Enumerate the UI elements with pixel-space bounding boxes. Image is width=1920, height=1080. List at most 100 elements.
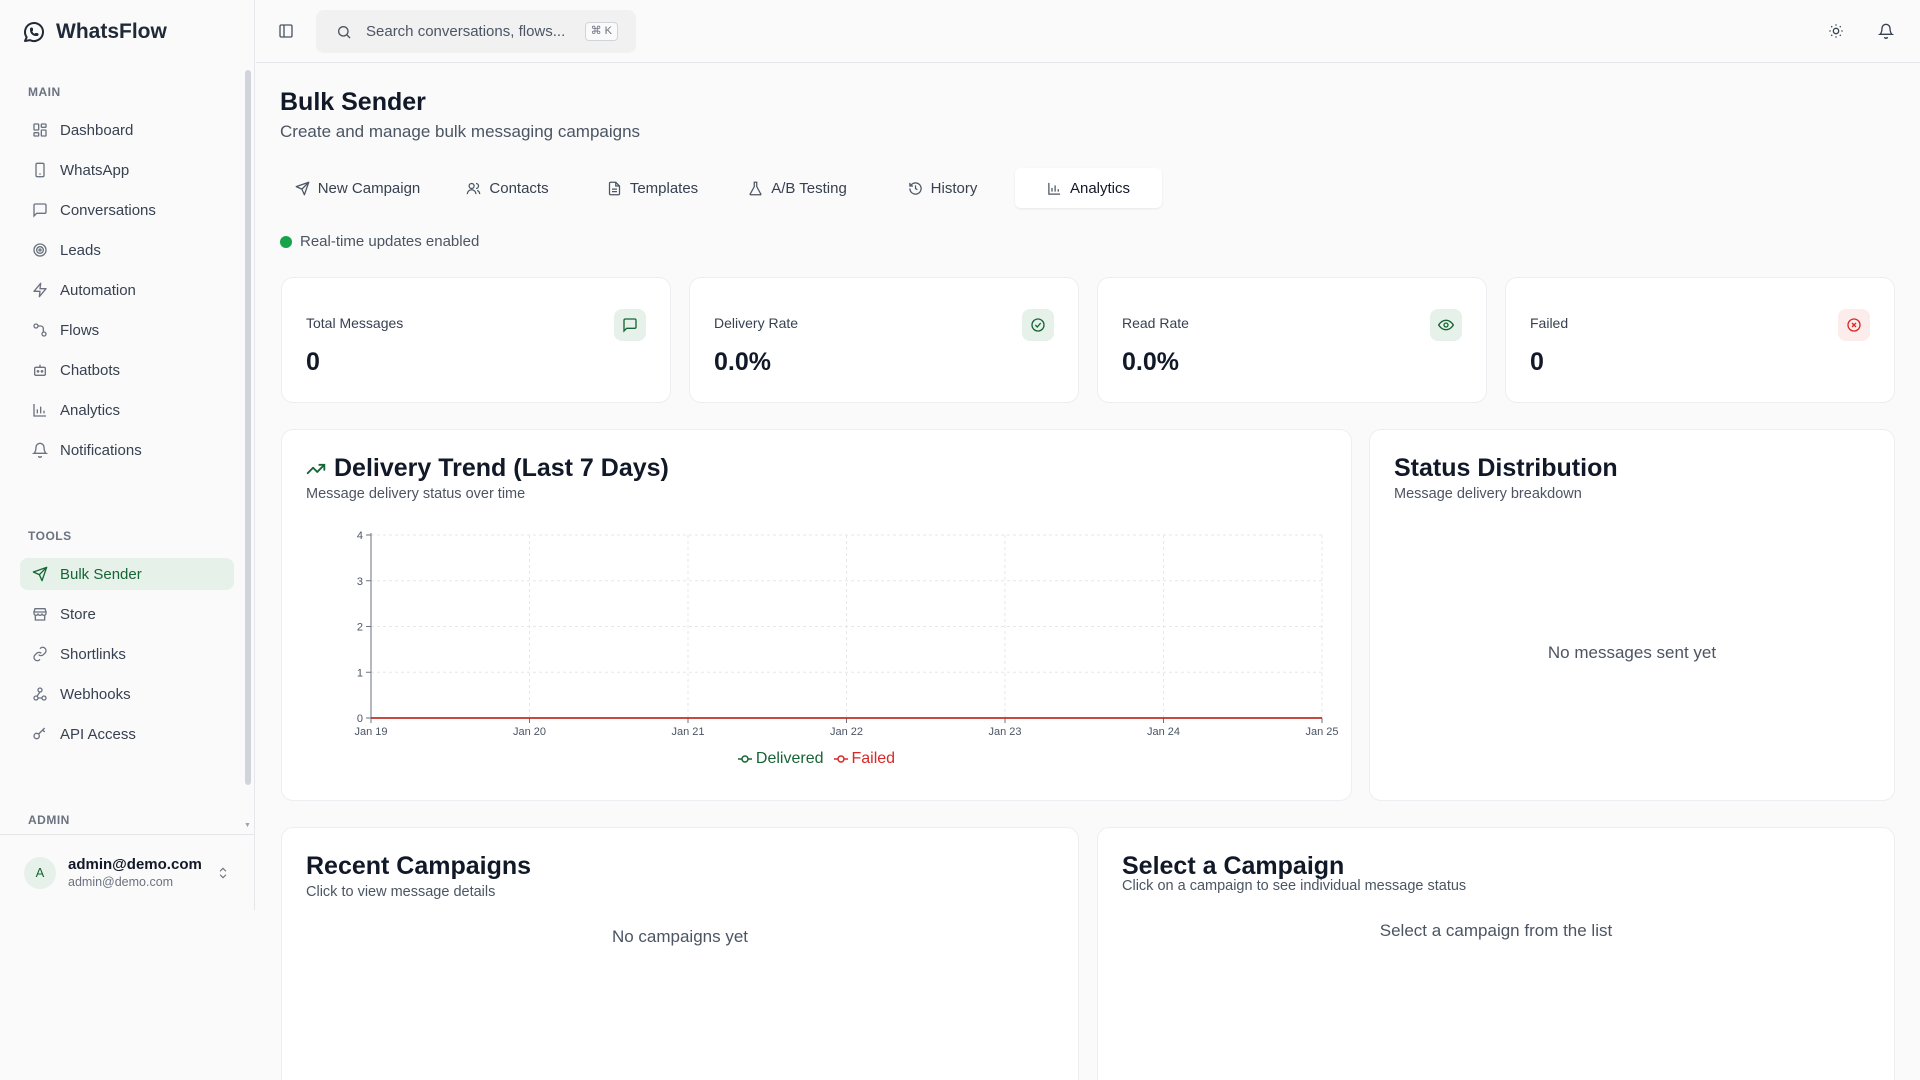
- y-tick-label: 0: [357, 713, 363, 725]
- select-subtitle: Click on a campaign to see individual me…: [1122, 878, 1467, 894]
- x-tick-label: Jan 21: [671, 726, 704, 738]
- stat-value: 0: [1530, 348, 1544, 376]
- bar-chart-icon: [32, 402, 48, 418]
- stat-label: Total Messages: [306, 315, 404, 331]
- search-input[interactable]: Search conversations, flows... ⌘ K: [316, 10, 636, 53]
- trend-title: Delivery Trend (Last 7 Days): [306, 454, 669, 483]
- legend-label: Failed: [851, 750, 896, 767]
- search-shortcut: ⌘ K: [584, 22, 618, 41]
- sidebar-item-label: Shortlinks: [60, 645, 126, 663]
- recent-subtitle: Click to view message details: [306, 884, 496, 900]
- history-icon: [908, 181, 923, 196]
- sidebar-item-dashboard[interactable]: Dashboard: [20, 114, 234, 146]
- tab-new-campaign[interactable]: New Campaign: [280, 168, 435, 208]
- sidebar-item-webhooks[interactable]: Webhooks: [20, 678, 234, 710]
- sidebar-toggle-icon[interactable]: [278, 23, 294, 39]
- flask-icon: [748, 181, 763, 196]
- sun-icon[interactable]: [1828, 23, 1844, 39]
- status-empty: No messages sent yet: [1547, 643, 1717, 662]
- x-tick-label: Jan 22: [830, 726, 863, 738]
- tab-contacts[interactable]: Contacts: [435, 168, 580, 208]
- sidebar-item-conversations[interactable]: Conversations: [20, 194, 234, 226]
- topbar: Search conversations, flows... ⌘ K: [256, 0, 1920, 63]
- sidebar-item-analytics[interactable]: Analytics: [20, 394, 234, 426]
- section-label-main: MAIN: [28, 85, 61, 99]
- recent-campaigns-card: Recent Campaigns Click to view message d…: [281, 827, 1079, 1080]
- delivery-trend-chart: 0 1 2 3 4 Jan 19 Jan 20 Jan 21 Jan 22 Jan 23 Jan 2…: [354, 530, 1338, 738]
- tab-label: A/B Testing: [771, 179, 847, 197]
- tab-analytics[interactable]: Analytics: [1015, 168, 1162, 208]
- scroll-down-arrow-icon[interactable]: ▼: [244, 822, 251, 829]
- stat-label: Failed: [1530, 315, 1569, 331]
- tab-templates[interactable]: Templates: [580, 168, 725, 208]
- trend-subtitle: Message delivery status over time: [306, 486, 526, 502]
- sidebar-item-whatsapp[interactable]: WhatsApp: [20, 154, 234, 186]
- store-icon: [32, 606, 48, 622]
- sidebar-item-automation[interactable]: Automation: [20, 274, 234, 306]
- eye-icon: [1430, 309, 1462, 341]
- sidebar-item-leads[interactable]: Leads: [20, 234, 234, 266]
- sidebar-item-label: Bulk Sender: [60, 565, 142, 583]
- y-tick-label: 2: [357, 622, 363, 634]
- section-label-admin: ADMIN: [28, 813, 70, 827]
- bar-chart-icon: [1047, 181, 1062, 196]
- sidebar-item-label: API Access: [60, 725, 136, 743]
- x-circle-icon: [1838, 309, 1870, 341]
- tab-ab-testing[interactable]: A/B Testing: [725, 168, 870, 208]
- sidebar-item-chatbots[interactable]: Chatbots: [20, 354, 234, 386]
- tab-label: Templates: [629, 179, 699, 197]
- status-title: Status Distribution: [1394, 454, 1618, 482]
- sidebar-item-label: Notifications: [60, 441, 142, 459]
- sidebar-scrollbar[interactable]: [245, 70, 251, 785]
- bell-icon[interactable]: [1878, 23, 1894, 39]
- sidebar-item-label: Store: [60, 605, 96, 623]
- search-placeholder: Search conversations, flows...: [366, 23, 566, 40]
- link-icon: [32, 646, 48, 662]
- stat-label: Delivery Rate: [714, 315, 799, 331]
- message-icon: [32, 202, 48, 218]
- sidebar-item-label: WhatsApp: [60, 161, 130, 179]
- sidebar-item-label: Flows: [60, 321, 100, 339]
- search-icon: [336, 24, 352, 40]
- legend-marker-failed: [833, 755, 848, 763]
- tab-bar: New Campaign Contacts Templates A/B Test…: [280, 168, 1162, 208]
- sidebar-item-bulk-sender[interactable]: Bulk Sender: [20, 558, 234, 590]
- x-tick-label: Jan 25: [1305, 726, 1338, 738]
- stat-card-read-rate: Read Rate 0.0%: [1097, 277, 1487, 403]
- sidebar-item-store[interactable]: Store: [20, 598, 234, 630]
- bell-icon: [32, 442, 48, 458]
- stat-value: 0.0%: [714, 348, 771, 376]
- select-empty: Select a campaign from the list: [1379, 921, 1613, 940]
- users-icon: [466, 181, 481, 196]
- chart-legend: Delivered Failed: [282, 750, 1351, 768]
- tab-label: Analytics: [1069, 179, 1131, 197]
- legend-failed[interactable]: Failed: [833, 750, 896, 768]
- tab-history[interactable]: History: [870, 168, 1015, 208]
- sidebar-item-label: Webhooks: [60, 685, 131, 703]
- chevrons-up-down-icon: [216, 865, 230, 881]
- sidebar-item-api-access[interactable]: API Access: [20, 718, 234, 750]
- stat-value: 0.0%: [1122, 348, 1179, 376]
- user-menu[interactable]: A admin@demo.com admin@demo.com: [0, 834, 254, 910]
- delivery-trend-card: Delivery Trend (Last 7 Days) Message del…: [281, 429, 1352, 801]
- sidebar-item-label: Dashboard: [60, 121, 134, 139]
- legend-delivered[interactable]: Delivered: [737, 750, 824, 768]
- app-name: WhatsFlow: [56, 20, 167, 43]
- user-name: admin@demo.com: [68, 856, 202, 873]
- sidebar-nav: MAIN Dashboard WhatsApp Conversations Le…: [0, 64, 254, 834]
- sidebar-item-notifications[interactable]: Notifications: [20, 434, 234, 466]
- sidebar-item-label: Conversations: [60, 201, 156, 219]
- zap-icon: [32, 282, 48, 298]
- realtime-text: Real-time updates enabled: [300, 233, 480, 250]
- webhook-icon: [32, 686, 48, 702]
- page-title: Bulk Sender: [280, 88, 426, 116]
- sidebar-item-label: Automation: [60, 281, 136, 299]
- tab-label: History: [930, 179, 978, 197]
- brand[interactable]: WhatsFlow: [0, 0, 254, 64]
- tab-label: Contacts: [489, 179, 549, 197]
- phone-icon: [32, 162, 48, 178]
- y-tick-label: 1: [357, 667, 363, 679]
- sidebar-item-shortlinks[interactable]: Shortlinks: [20, 638, 234, 670]
- stat-card-total-messages: Total Messages 0: [281, 277, 671, 403]
- sidebar-item-flows[interactable]: Flows: [20, 314, 234, 346]
